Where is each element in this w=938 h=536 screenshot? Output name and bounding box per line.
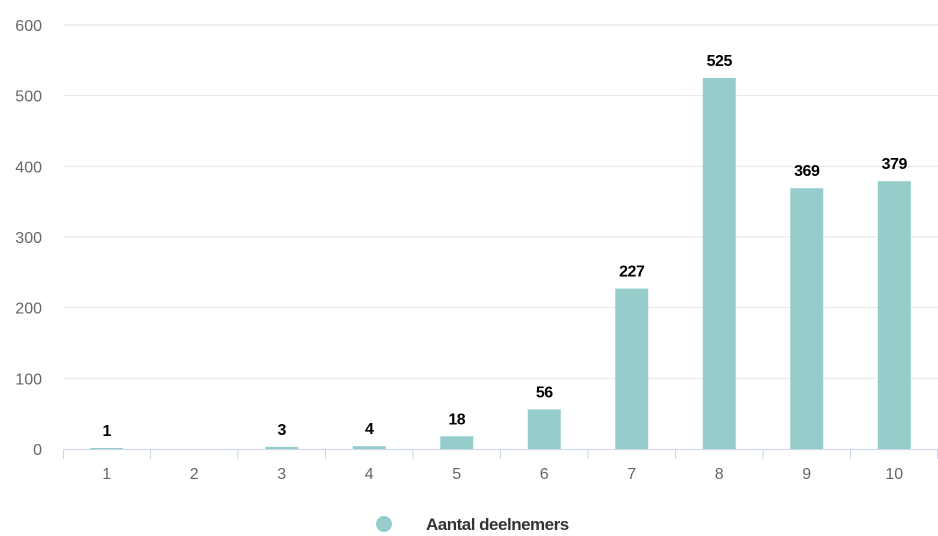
x-tick-label: 2 (190, 466, 199, 483)
data-label-9: 369 (794, 163, 820, 180)
bar-1[interactable] (90, 448, 124, 449)
x-tick-label: 10 (885, 466, 903, 483)
bar-8[interactable] (702, 78, 736, 449)
data-label-6: 56 (536, 384, 553, 401)
data-label-8: 525 (707, 53, 733, 70)
x-tick-label: 8 (715, 466, 724, 483)
bar-3[interactable] (265, 446, 299, 449)
legend[interactable]: Aantal deelnemers (376, 515, 569, 534)
data-label-1: 1 (103, 423, 112, 440)
x-tick-label: 4 (365, 466, 374, 483)
legend-label: Aantal deelnemers (426, 515, 569, 534)
x-tick-label: 5 (452, 466, 461, 483)
legend-marker-icon (376, 516, 392, 532)
bar-9[interactable] (790, 188, 824, 450)
data-label-10: 379 (882, 156, 908, 173)
x-tick-label: 3 (277, 466, 286, 483)
y-tick-label: 300 (15, 230, 42, 247)
y-tick-label: 0 (33, 442, 42, 459)
data-label-3: 3 (278, 422, 287, 439)
x-tick-label: 9 (802, 466, 811, 483)
bar-6[interactable] (527, 409, 561, 449)
x-tick-label: 7 (627, 466, 636, 483)
bars (90, 78, 911, 450)
y-tick-label: 200 (15, 301, 42, 318)
y-tick-label: 500 (15, 89, 42, 106)
data-label-5: 18 (448, 411, 465, 428)
y-tick-label: 100 (15, 371, 42, 388)
data-label-7: 227 (619, 264, 645, 281)
data-labels: 1 3 4 18 56 227 525 369 379 (103, 53, 908, 440)
bar-4[interactable] (352, 446, 386, 449)
bar-7[interactable] (615, 288, 649, 449)
y-tick-label: 400 (15, 159, 42, 176)
x-axis: 1 2 3 4 5 6 7 8 9 10 (63, 449, 938, 483)
data-label-4: 4 (365, 421, 374, 438)
x-tick-label: 6 (540, 466, 549, 483)
y-axis: 0 100 200 300 400 500 600 (15, 18, 42, 459)
y-tick-label: 600 (15, 18, 42, 35)
bar-10[interactable] (877, 181, 911, 449)
bar-5[interactable] (440, 436, 474, 449)
x-tick-label: 1 (102, 466, 111, 483)
